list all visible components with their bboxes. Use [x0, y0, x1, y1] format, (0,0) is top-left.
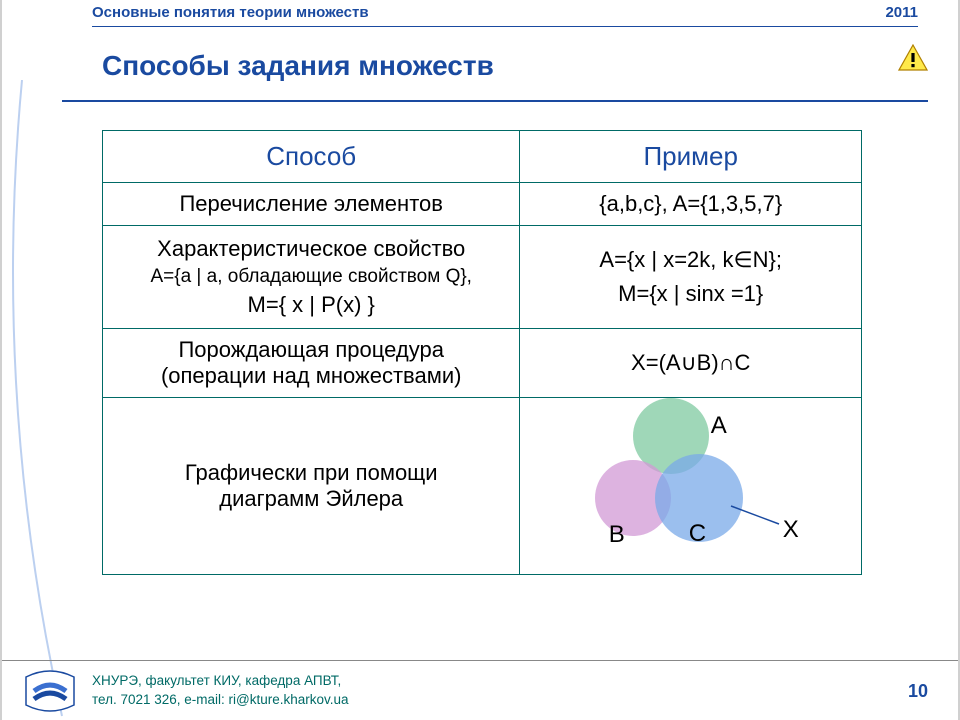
venn-label-x: X — [783, 516, 799, 544]
footer: ХНУРЭ, факультет КИУ, кафедра АПВТ, тел.… — [2, 660, 958, 720]
footer-text: ХНУРЭ, факультет КИУ, кафедра АПВТ, тел.… — [92, 672, 349, 708]
col-header-example: Пример — [520, 131, 862, 183]
method-line: (операции над множествами) — [161, 363, 462, 388]
method-cell: Перечисление элементов — [103, 183, 520, 226]
method-cell: Графически при помощи диаграмм Эйлера — [103, 398, 520, 575]
method-line: Графически при помощи — [185, 460, 438, 485]
example-cell: X=(A∪B)∩C — [520, 329, 862, 398]
method-sub: M={ x | P(x) } — [113, 292, 509, 318]
method-line: диаграмм Эйлера — [219, 486, 403, 511]
example-cell: {a,b,c}, A={1,3,5,7} — [520, 183, 862, 226]
example-line: A={x | x=2k, k∈N}; — [599, 247, 782, 272]
page-number: 10 — [908, 681, 928, 702]
example-line: M={x | sinx =1} — [618, 281, 763, 307]
method-cell: Характеристическое свойство A={a | a, об… — [103, 226, 520, 329]
col-header-method: Способ — [103, 131, 520, 183]
table-header-row: Способ Пример — [103, 131, 862, 183]
table-row: Порождающая процедура (операции над множ… — [103, 329, 862, 398]
method-main: Характеристическое свойство — [157, 236, 465, 261]
table-row: Графически при помощи диаграмм Эйлера A … — [103, 398, 862, 575]
venn-label-a: A — [711, 412, 727, 440]
year: 2011 — [885, 4, 918, 21]
title-rule — [62, 100, 928, 102]
venn-label-b: B — [609, 521, 625, 549]
university-logo-icon — [22, 669, 78, 713]
footer-line2: тел. 7021 326, e-mail: ri@kture.kharkov.… — [92, 691, 349, 709]
slide-title: Способы задания множеств — [102, 50, 494, 82]
decorative-curve — [2, 80, 72, 720]
venn-label-c: C — [689, 520, 706, 548]
example-cell-venn: A B C X — [520, 398, 862, 575]
alert-icon — [898, 44, 928, 72]
venn-diagram: A B C X — [571, 406, 811, 566]
footer-line1: ХНУРЭ, факультет КИУ, кафедра АПВТ, — [92, 672, 349, 690]
table-row: Перечисление элементов {a,b,c}, A={1,3,5… — [103, 183, 862, 226]
course-title: Основные понятия теории множеств — [92, 4, 369, 21]
method-sub: A={a | a, обладающие свойством Q}, — [113, 266, 509, 288]
methods-table: Способ Пример Перечисление элементов {a,… — [102, 130, 862, 575]
example-cell: A={x | x=2k, k∈N}; M={x | sinx =1} — [520, 226, 862, 329]
header-bar: Основные понятия теории множеств 2011 — [2, 0, 958, 21]
table-row: Характеристическое свойство A={a | a, об… — [103, 226, 862, 329]
method-cell: Порождающая процедура (операции над множ… — [103, 329, 520, 398]
header-rule — [92, 26, 918, 27]
slide: Основные понятия теории множеств 2011 Сп… — [0, 0, 960, 720]
method-line: Порождающая процедура — [178, 337, 443, 362]
